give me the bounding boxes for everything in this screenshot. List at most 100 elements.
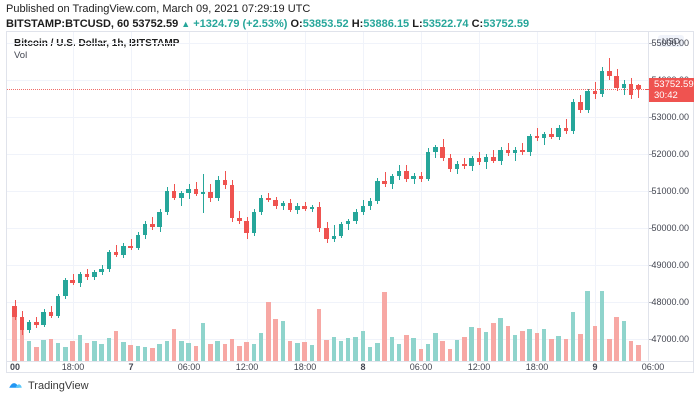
volume-bar: [447, 348, 453, 361]
candle-body: [367, 201, 373, 206]
volume-bar: [621, 320, 627, 361]
vertical-gridline: [305, 32, 306, 361]
candle-wick: [464, 157, 465, 169]
candle-body: [491, 156, 496, 161]
candle-wick: [609, 57, 610, 81]
horizontal-gridline: [7, 264, 648, 266]
volume-bar: [520, 331, 525, 361]
high-value: 53886.15: [363, 18, 410, 30]
published-line: Published on TradingView.com, March 09, …: [6, 3, 311, 15]
volume-bar: [389, 337, 394, 361]
price-axis-tick: [649, 117, 653, 119]
candle-body: [418, 176, 424, 180]
volume-bar: [34, 346, 39, 361]
candle-body: [527, 136, 532, 153]
volume-bar: [396, 343, 402, 361]
price-axis-label: 52000.00: [651, 148, 689, 159]
time-axis-label: 12:00: [235, 362, 259, 372]
time-axis-label: 8: [360, 362, 366, 372]
time-axis-label: 18:00: [293, 362, 317, 372]
candle-body: [316, 207, 322, 228]
candle-body: [280, 202, 286, 206]
volume-bar: [316, 308, 322, 361]
candle-body: [425, 152, 431, 180]
candle-body: [592, 91, 598, 95]
candle-body: [636, 85, 641, 90]
candle-body: [121, 245, 126, 255]
symbol-label: BITSTAMP:BTCUSD, 60: [6, 18, 130, 30]
candle-wick: [87, 268, 88, 280]
candle-body: [382, 180, 387, 185]
candle-wick: [51, 305, 52, 319]
price-axis-label: 50000.00: [651, 222, 689, 233]
candle-body: [258, 198, 264, 213]
candle-body: [26, 322, 32, 330]
time-axis[interactable]: 00 18:00 7 06:00 12:00 18:00 8 06:00 12:00 18:00 9…: [7, 361, 693, 372]
candle-body: [411, 176, 416, 179]
volume-bar: [367, 346, 373, 361]
volume-bar: [193, 346, 199, 361]
last-price: 53752.59: [132, 18, 179, 30]
up-arrow-icon: ▲: [181, 19, 191, 29]
volume-bar: [150, 347, 155, 361]
volume-bar: [200, 323, 206, 361]
bar-countdown: 30:42: [654, 90, 678, 102]
volume-bar: [171, 328, 177, 361]
volume-bar: [404, 335, 409, 361]
legend-volume-label: Vol: [14, 50, 28, 61]
chart-plot-area[interactable]: Bitcoin / U.S. Dollar, 1h, BITSTAMP Vol: [7, 32, 648, 361]
price-change: +1324.79 (+2.53%): [193, 18, 288, 30]
candle-body: [404, 170, 409, 179]
volume-bar: [346, 338, 351, 361]
footer-brand: TradingView: [8, 378, 89, 393]
volume-bar: [309, 344, 315, 361]
low-value: 53522.74: [422, 18, 469, 30]
volume-bar: [229, 339, 235, 361]
candle-body: [142, 224, 148, 236]
volume-bar: [179, 340, 184, 361]
candle-body: [447, 157, 453, 169]
candle-body: [346, 221, 351, 225]
volume-bar: [636, 344, 641, 361]
volume-bar: [607, 339, 612, 361]
volume-bar: [541, 329, 547, 361]
volume-bar: [135, 345, 141, 361]
candle-body: [135, 235, 141, 248]
volume-bar: [324, 340, 329, 361]
volume-bar: [251, 343, 257, 361]
candle-wick: [595, 81, 596, 99]
current-price-tick: [645, 89, 649, 91]
volume-bar: [41, 340, 46, 361]
candle-body: [99, 269, 104, 273]
candle-body: [193, 189, 199, 194]
chart-frame: Bitcoin / U.S. Dollar, 1h, BITSTAMP Vol …: [6, 31, 694, 373]
candle-body: [331, 236, 336, 239]
volume-bar: [556, 336, 561, 361]
low-key: L:: [412, 18, 423, 30]
volume-bar: [164, 340, 170, 361]
open-key: O:: [290, 18, 303, 30]
candle-body: [84, 274, 90, 277]
volume-bar: [375, 342, 380, 361]
candle-body: [34, 322, 39, 325]
vertical-gridline: [73, 32, 74, 361]
candle-body: [614, 76, 619, 89]
candle-body: [353, 212, 358, 222]
quote-line: BITSTAMP:BTCUSD, 60 53752.59 ▲ +1324.79 …: [6, 17, 696, 31]
price-axis-tick: [649, 43, 653, 45]
price-axis-label: 49000.00: [651, 259, 689, 270]
candle-body: [469, 158, 474, 166]
candle-body: [55, 296, 61, 316]
price-axis-label: 53000.00: [651, 112, 689, 123]
candle-body: [534, 136, 540, 139]
volume-bar: [338, 340, 344, 361]
volume-bar: [77, 335, 83, 361]
horizontal-gridline: [7, 117, 648, 119]
volume-bar: [258, 333, 264, 361]
price-axis[interactable]: USD 47000.00 48000.00 49000.00 50000.00 5100…: [645, 32, 694, 361]
time-axis-label: 9: [592, 362, 598, 372]
candle-body: [171, 190, 177, 198]
high-key: H:: [351, 18, 364, 30]
volume-bar: [12, 315, 17, 361]
current-price-badge[interactable]: 53752.59 30:42: [645, 78, 694, 103]
